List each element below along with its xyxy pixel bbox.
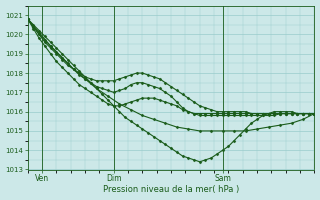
X-axis label: Pression niveau de la mer( hPa ): Pression niveau de la mer( hPa ): [103, 185, 239, 194]
